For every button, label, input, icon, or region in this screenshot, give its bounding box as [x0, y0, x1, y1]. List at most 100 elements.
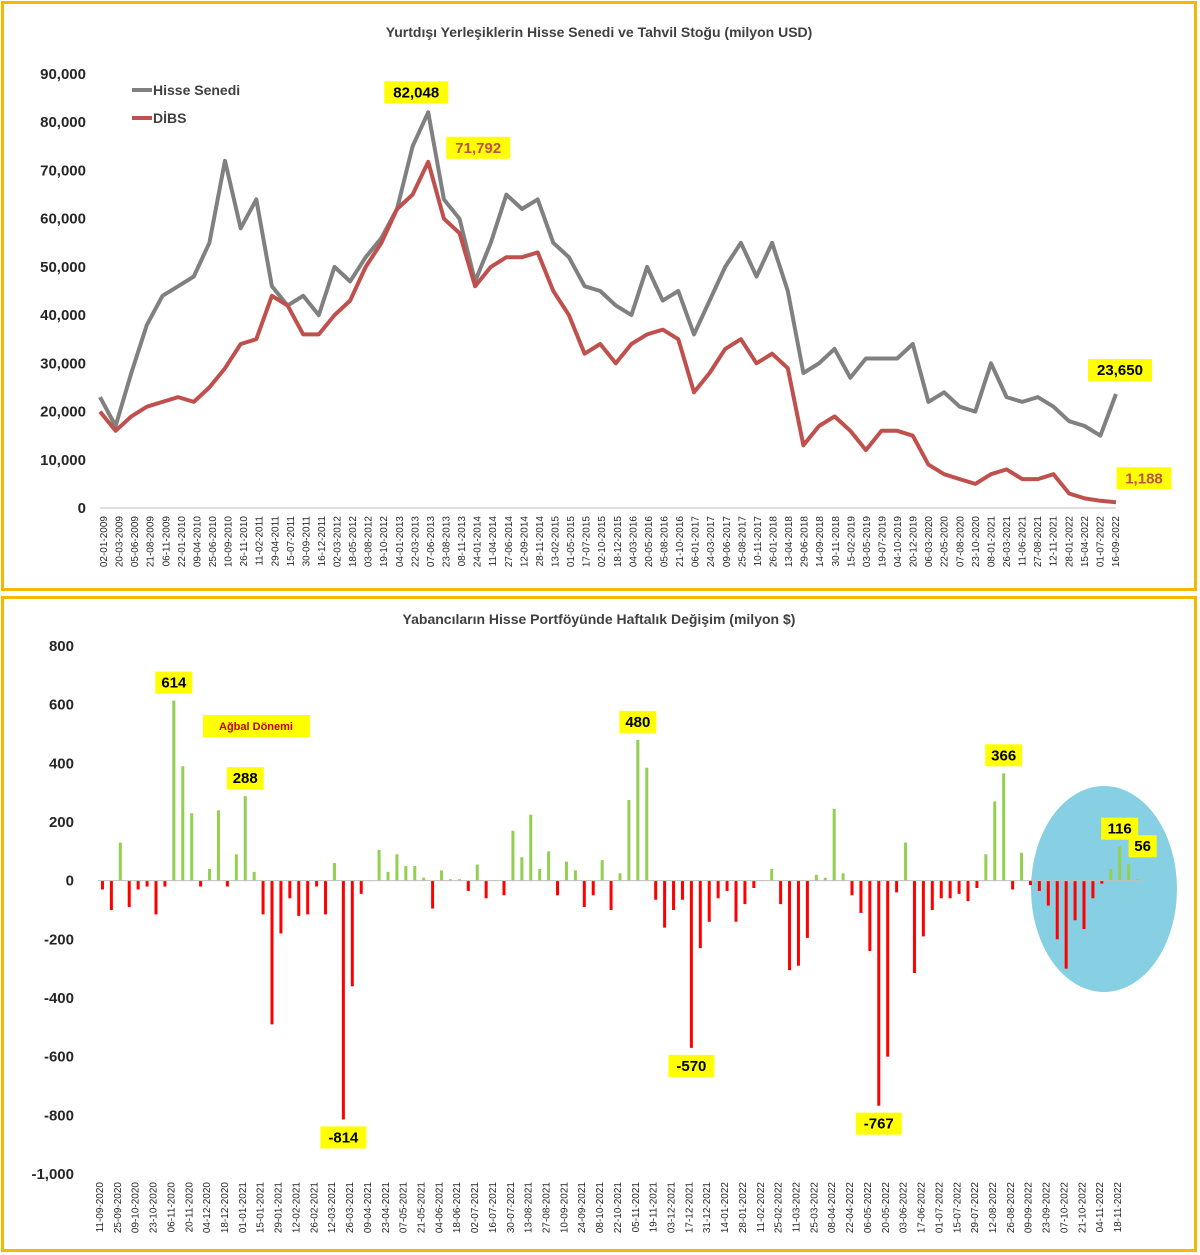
- y-tick-label: 10,000: [40, 452, 86, 469]
- callout-value-3: 480: [619, 710, 657, 733]
- bar: [1028, 880, 1032, 886]
- callout-hisse-last-text: 23,650: [1097, 362, 1143, 379]
- callout-dibs-last-text: 1,188: [1125, 470, 1163, 487]
- bar: [895, 880, 899, 893]
- y-tick-label: 400: [49, 755, 74, 772]
- x-tick-label: 03-12-2021: [667, 1182, 678, 1234]
- bar: [975, 880, 979, 888]
- callout-value-8: 56: [1128, 835, 1157, 858]
- bar: [252, 871, 256, 881]
- bar: [279, 880, 283, 934]
- y-tick-label: 0: [66, 873, 74, 890]
- bar: [841, 873, 845, 881]
- bar: [770, 868, 774, 881]
- bar: [190, 813, 194, 881]
- bar: [261, 880, 265, 915]
- x-tick-label: 04-10-2019: [893, 516, 904, 568]
- y-tick-label: 30,000: [40, 355, 86, 372]
- x-tick-label: 17-06-2022: [917, 1182, 928, 1234]
- x-tick-label: 26-02-2021: [309, 1182, 320, 1234]
- callout-value-1-box: [226, 767, 264, 790]
- bar: [404, 866, 408, 881]
- x-tick-label: 08-10-2021: [595, 1182, 606, 1234]
- y-tick-label: -1,000: [31, 1166, 74, 1183]
- x-tick-label: 16-07-2021: [488, 1182, 499, 1234]
- x-tick-label: 28-01-2022: [738, 1182, 749, 1234]
- bar: [672, 880, 676, 910]
- x-tick-label: 02-03-2012: [333, 516, 344, 568]
- x-tick-label: 25-09-2020: [113, 1182, 124, 1234]
- y-tick-label: 20,000: [40, 404, 86, 421]
- bar: [538, 868, 542, 881]
- bar: [297, 880, 301, 916]
- x-tick-label: 22-10-2021: [613, 1182, 624, 1234]
- x-tick-label: 23-04-2021: [381, 1182, 392, 1234]
- x-tick-label: 31-12-2021: [702, 1182, 713, 1234]
- x-tick-label: 29-06-2018: [800, 516, 811, 568]
- x-tick-label: 21-10-2016: [675, 516, 686, 568]
- x-tick-label: 01-07-2022: [1095, 516, 1106, 568]
- weekly-change-chart-panel: Yabancıların Hisse Portföyünde Haftalık …: [1, 596, 1197, 1252]
- x-tick-label: 18-06-2021: [452, 1182, 463, 1234]
- bar: [448, 879, 452, 881]
- x-tick-label: 19-11-2021: [649, 1182, 660, 1233]
- bar: [948, 880, 952, 899]
- x-tick-label: 09-04-2010: [192, 516, 203, 568]
- x-tick-label: 13-02-2015: [551, 516, 562, 568]
- callout-value-5: -767: [855, 1112, 902, 1135]
- callout-hisse-last: 23,650: [1088, 358, 1152, 381]
- bar: [1037, 880, 1041, 891]
- x-tick-label: 07-08-2020: [955, 516, 966, 568]
- bar: [564, 861, 568, 881]
- bar: [912, 880, 916, 974]
- x-tick-label: 02-07-2021: [470, 1182, 481, 1234]
- x-tick-label: 06-11-2009: [161, 516, 172, 567]
- x-tick-label: 13-08-2021: [524, 1182, 535, 1234]
- callout-hisse-last-box: [1088, 358, 1152, 381]
- x-tick-label: 22-04-2022: [845, 1182, 856, 1234]
- y-tick-label: 50,000: [40, 259, 86, 276]
- bar: [225, 880, 229, 887]
- x-tick-label: 25-03-2022: [809, 1182, 820, 1234]
- bar: [805, 880, 809, 938]
- callout-dibs-peak-text: 71,792: [455, 140, 501, 157]
- bar: [734, 880, 738, 922]
- weekly-change-chart-title: Yabancıların Hisse Portföyünde Haftalık …: [402, 611, 796, 627]
- x-tick-label: 07-05-2021: [399, 1182, 410, 1234]
- x-tick-label: 04-06-2021: [434, 1182, 445, 1234]
- x-tick-label: 11-02-2022: [756, 1182, 767, 1233]
- x-tick-label: 18-12-2020: [220, 1182, 231, 1234]
- bar: [163, 880, 167, 887]
- bar: [1073, 880, 1077, 921]
- y-tick-label: 80,000: [40, 114, 86, 131]
- bar: [904, 842, 908, 881]
- bar: [680, 880, 684, 900]
- x-tick-label: 03-05-2019: [862, 516, 873, 568]
- bar: [341, 880, 345, 1120]
- bar: [716, 880, 720, 899]
- x-tick-label: 05-08-2016: [659, 516, 670, 568]
- x-tick-label: 21-05-2021: [416, 1182, 427, 1234]
- callout-value-2-box: [320, 1126, 367, 1149]
- callout-value-5-box: [855, 1112, 902, 1135]
- bar: [645, 767, 649, 881]
- x-tick-label: 08-11-2013: [457, 516, 468, 567]
- bar: [966, 880, 970, 902]
- bar: [752, 880, 756, 888]
- weekly-change-bar-chart: -1,000 -800 -600 -400 -200 0 200 400 600 800 11-09…: [31, 638, 1177, 1234]
- bar: [930, 880, 934, 910]
- bar: [743, 880, 747, 905]
- callout-value-0-text: 614: [161, 675, 187, 692]
- bar: [431, 880, 435, 909]
- callout-value-3-box: [619, 710, 657, 733]
- bar: [154, 880, 158, 915]
- bar: [689, 880, 693, 1048]
- x-tick-label: 26-01-2018: [768, 516, 779, 568]
- callout-value-0: 614: [155, 671, 193, 694]
- x-tick-label: 11-06-2021: [1018, 516, 1029, 567]
- x-tick-label: 06-03-2020: [924, 516, 935, 568]
- highlight-ellipse: [1031, 786, 1177, 992]
- y-tick-label: 200: [49, 814, 74, 831]
- y-tick-label: -200: [44, 931, 74, 948]
- bar: [529, 814, 533, 881]
